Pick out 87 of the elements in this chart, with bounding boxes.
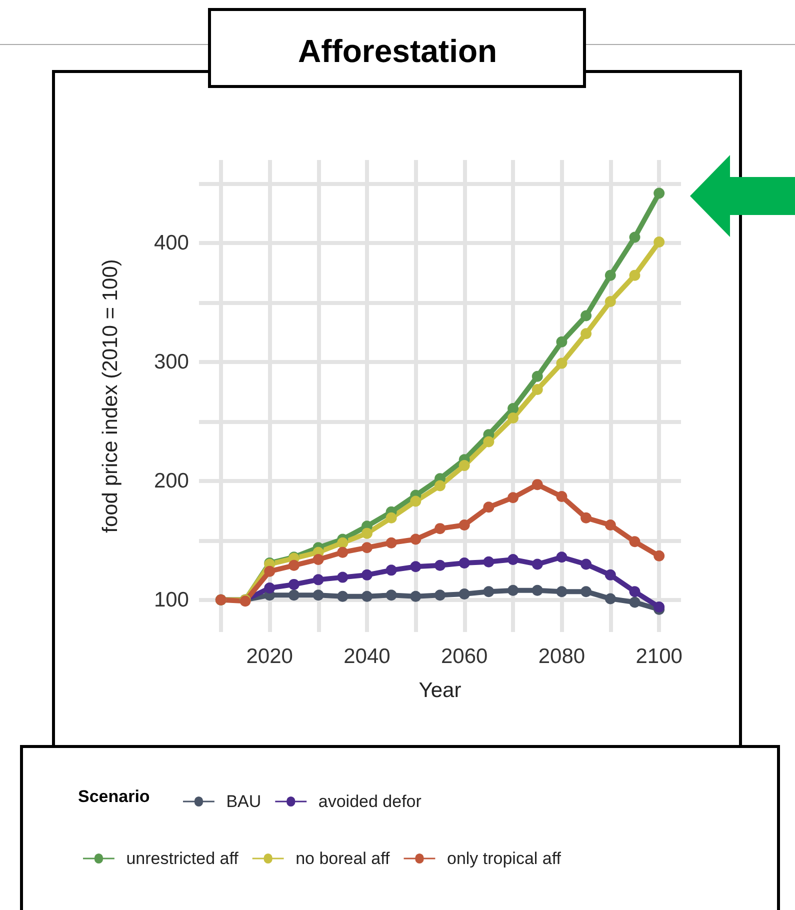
point xyxy=(288,560,300,571)
point xyxy=(508,412,519,424)
point xyxy=(629,232,640,243)
chart-title: Afforestation xyxy=(298,33,498,69)
point xyxy=(654,236,665,248)
point xyxy=(556,552,568,563)
point xyxy=(386,537,397,548)
legend-label: unrestricted aff xyxy=(126,849,239,868)
point xyxy=(312,574,324,586)
point xyxy=(434,590,446,601)
point xyxy=(508,584,519,596)
point xyxy=(654,550,665,562)
point xyxy=(556,336,568,348)
legend-title: Scenario xyxy=(78,787,150,806)
point xyxy=(410,534,422,545)
point xyxy=(532,384,543,395)
point xyxy=(386,512,397,524)
point xyxy=(386,590,397,601)
point xyxy=(532,558,543,570)
point xyxy=(604,520,616,530)
x-tick-label: 2100 xyxy=(636,645,682,668)
point xyxy=(532,584,543,596)
point xyxy=(580,558,592,570)
point xyxy=(532,479,543,490)
point xyxy=(604,593,616,604)
y-tick-label: 200 xyxy=(154,470,189,493)
point xyxy=(361,542,372,554)
point xyxy=(629,536,640,548)
point xyxy=(312,590,324,601)
point xyxy=(556,358,568,369)
point xyxy=(458,588,470,600)
point xyxy=(458,460,470,472)
point xyxy=(361,569,372,580)
point xyxy=(580,310,592,322)
point xyxy=(508,402,519,414)
point xyxy=(556,586,568,598)
x-tick-label: 2060 xyxy=(440,645,488,668)
point xyxy=(434,560,446,571)
x-tick-label: 2080 xyxy=(538,645,586,668)
legend-label: only tropical aff xyxy=(446,849,562,868)
y-tick-label: 400 xyxy=(154,232,189,255)
point xyxy=(508,554,519,565)
point xyxy=(604,296,616,307)
point xyxy=(458,520,470,530)
point xyxy=(337,537,348,548)
point xyxy=(508,492,519,504)
legend-label: BAU xyxy=(226,792,262,811)
point xyxy=(604,270,616,281)
point xyxy=(483,556,494,568)
point xyxy=(580,586,592,598)
point xyxy=(629,270,640,281)
point xyxy=(410,496,422,507)
point xyxy=(264,566,276,577)
point xyxy=(288,578,300,590)
point xyxy=(264,582,276,594)
point xyxy=(312,554,324,565)
point xyxy=(337,546,348,558)
point xyxy=(483,586,494,598)
point xyxy=(337,590,348,602)
point xyxy=(410,590,422,602)
point xyxy=(654,188,665,199)
legend-label: avoided defor xyxy=(318,792,422,811)
point xyxy=(629,586,640,598)
point xyxy=(434,480,446,492)
y-axis-title: food price index (2010 = 100) xyxy=(99,259,122,533)
point xyxy=(604,569,616,580)
point xyxy=(458,558,470,569)
point xyxy=(629,596,640,608)
point xyxy=(580,512,592,524)
point xyxy=(361,528,372,539)
point xyxy=(483,502,494,513)
y-tick-label: 300 xyxy=(154,350,189,374)
x-axis-title: Year xyxy=(418,679,462,702)
point xyxy=(580,328,592,340)
point xyxy=(386,564,397,576)
x-tick-label: 2020 xyxy=(246,645,293,668)
x-tick-label: 2040 xyxy=(344,645,390,668)
y-tick-label: 100 xyxy=(154,588,189,612)
point xyxy=(288,590,300,601)
point xyxy=(483,436,494,448)
point xyxy=(434,523,446,534)
point xyxy=(532,370,543,382)
point xyxy=(361,590,372,602)
point xyxy=(337,572,348,583)
point xyxy=(556,490,568,502)
point xyxy=(410,561,422,572)
legend-label: no boreal aff xyxy=(296,849,390,868)
